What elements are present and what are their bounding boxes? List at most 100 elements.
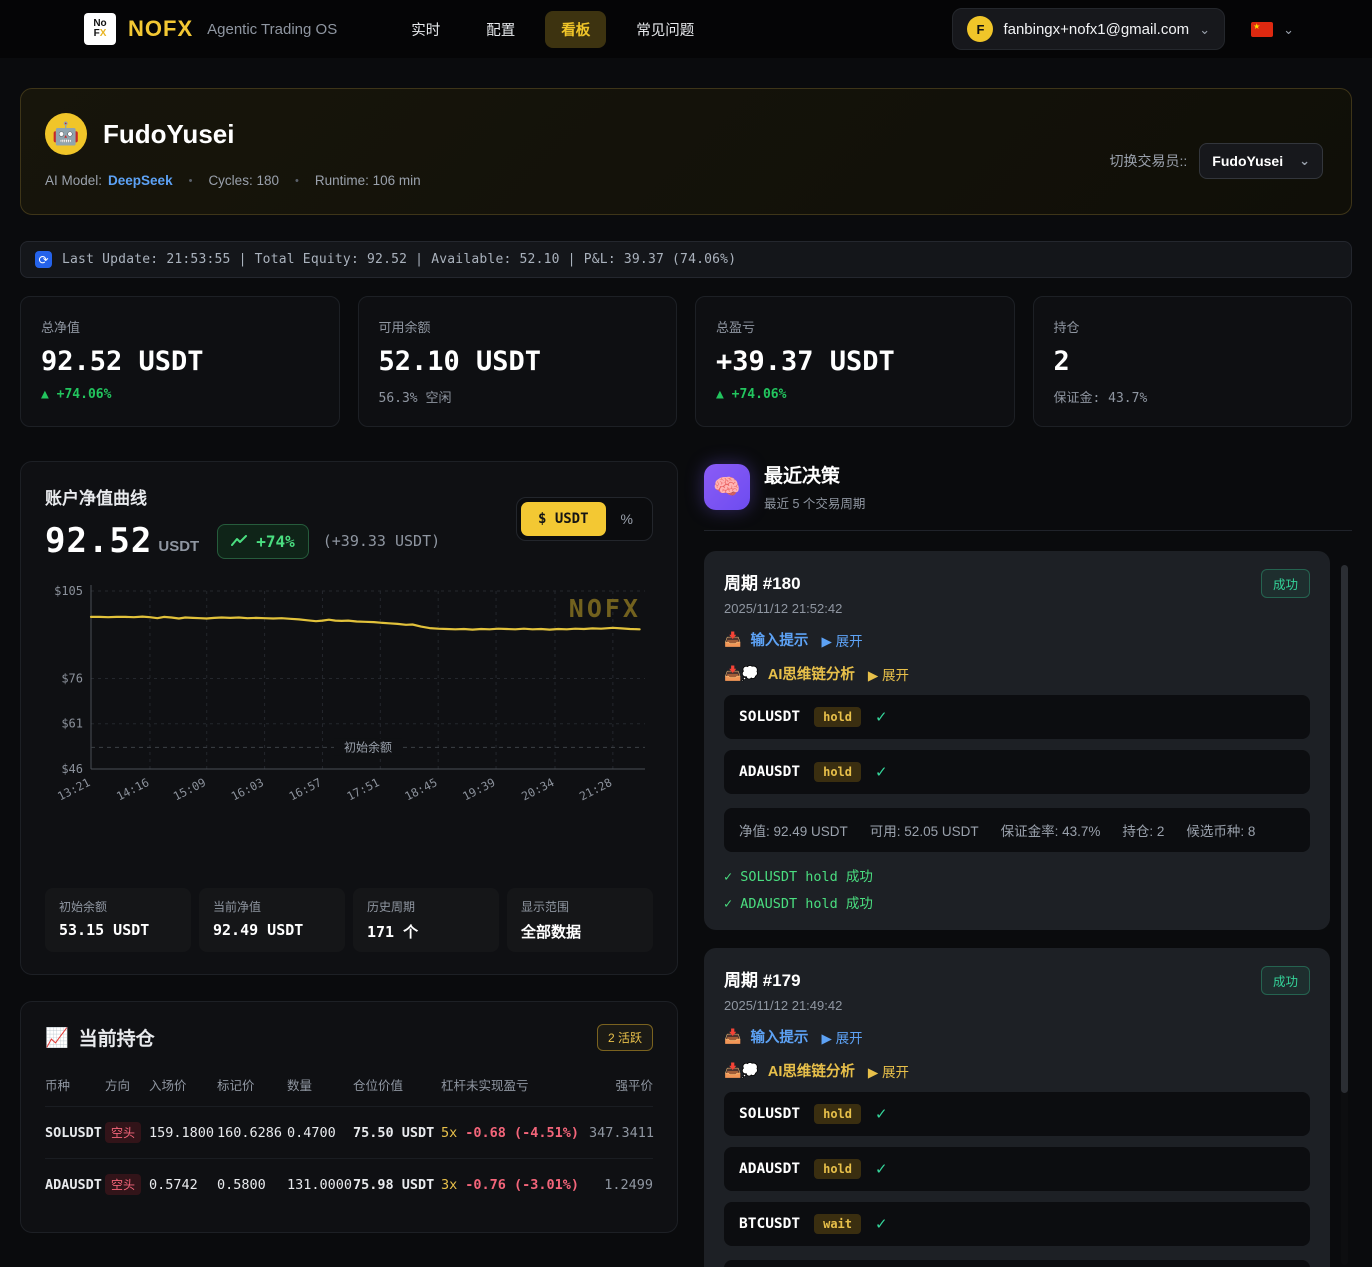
toggle-usdt-button[interactable]: $ USDT <box>520 502 606 536</box>
scrollbar[interactable] <box>1341 565 1348 1265</box>
decision-row: ADAUSDT hold ✓ <box>724 750 1310 794</box>
nav-item-dashboard[interactable]: 看板 <box>545 10 607 48</box>
chevron-down-icon: ⌄ <box>1299 153 1310 168</box>
info-label: 历史周期 <box>367 900 416 914</box>
equity-change-pct: +74% <box>256 531 295 551</box>
col-value: 仓位价值 <box>353 1079 404 1093</box>
cell-symbol: ADAUSDT <box>45 1176 102 1193</box>
toggle-percent-button[interactable]: % <box>620 511 633 527</box>
stat-sub: ▲ +74.06% <box>41 387 112 402</box>
cell-leverage: 3x <box>441 1176 458 1193</box>
success-badge: 成功 <box>1260 966 1310 995</box>
user-menu[interactable]: F fanbingx+nofx1@gmail.com ⌄ <box>952 8 1226 50</box>
info-value: 92.49 USDT <box>213 921 304 939</box>
svg-text:20:34: 20:34 <box>519 775 556 803</box>
cell-entry: 159.1800 <box>149 1124 215 1141</box>
brain-icon: 🧠 <box>704 463 750 510</box>
equity-change-badge: +74% <box>217 523 309 559</box>
svg-text:$61: $61 <box>61 717 83 731</box>
cycle-timestamp: 2025/11/12 21:52:42 <box>724 601 843 616</box>
svg-text:19:39: 19:39 <box>460 775 497 803</box>
stat-label: 可用余额 <box>378 320 431 335</box>
nofx-logo-icon: No FX <box>84 13 116 45</box>
cell-leverage: 5x <box>441 1124 458 1141</box>
equity-chart-card: 账户净值曲线 92.52 USDT +74% (+39.33 USDT) $ U… <box>20 461 678 975</box>
expand-link[interactable]: ▶ 展开 <box>867 1064 910 1080</box>
table-row[interactable]: ADAUSDT 空头 0.5742 0.5800 131.0000 75.98 … <box>45 1158 653 1210</box>
input-prompt-label: 输入提示 <box>750 633 809 649</box>
info-value: 全部数据 <box>521 924 582 941</box>
cycle-timestamp: 2025/11/12 21:49:42 <box>724 998 843 1013</box>
cot-analysis-expander[interactable]: 📥💭 AI思维链分析 ▶ 展开 <box>724 663 1310 684</box>
info-value: 53.15 USDT <box>59 921 150 939</box>
trader-select[interactable]: FudoYusei ⌄ <box>1199 142 1323 179</box>
action-badge: hold <box>814 707 862 727</box>
switch-trader-label: 切换交易员:: <box>1109 152 1188 169</box>
cot-analysis-expander[interactable]: 📥💭 AI思维链分析 ▶ 展开 <box>724 1060 1310 1081</box>
expand-link[interactable]: ▶ 展开 <box>867 667 910 683</box>
decision-row: BTCUSDT wait ✓ <box>724 1202 1310 1246</box>
decision-symbol: ADAUSDT <box>739 1161 801 1177</box>
input-prompt-expander[interactable]: 📥 输入提示 ▶ 展开 <box>724 629 1310 650</box>
positions-table-header: 币种 方向 入场价 标记价 数量 仓位价值 杠杆未实现盈亏 强平价 <box>45 1075 653 1106</box>
equity-chart-title: 账户净值曲线 <box>45 489 147 508</box>
stat-available: 可用: 52.05 USDT <box>869 824 979 839</box>
top-nav-bar: No FX NOFX Agentic Trading OS 实时 配置 看板 常… <box>0 0 1372 58</box>
nav-item-faq[interactable]: 常见问题 <box>636 22 695 39</box>
unit-toggle: $ USDT % <box>515 497 653 541</box>
cot-analysis-label: AI思维链分析 <box>767 1064 855 1080</box>
input-prompt-label: 输入提示 <box>750 1030 809 1046</box>
separator-dot: • <box>294 174 299 187</box>
trader-profile-card: 🤖 FudoYusei AI Model: DeepSeek • Cycles:… <box>20 88 1352 215</box>
nav-item-config[interactable]: 配置 <box>486 22 516 39</box>
positions-card: 📈 当前持仓 2 活跃 币种 方向 入场价 标记价 数量 仓位价值 杠杆未实现盈… <box>20 1001 678 1233</box>
stat-sub: 56.3% 空闲 <box>378 391 452 406</box>
stat-positions: 持仓: 2 <box>1122 824 1165 839</box>
info-label: 初始余额 <box>59 900 108 914</box>
stat-sub: ▲ +74.06% <box>716 387 787 402</box>
action-badge: hold <box>814 762 862 782</box>
cycle-id: 周期 #179 <box>724 971 801 990</box>
equity-unit: USDT <box>158 537 200 555</box>
svg-text:18:45: 18:45 <box>402 775 439 803</box>
svg-text:21:28: 21:28 <box>577 775 614 803</box>
brand-subtitle: Agentic Trading OS <box>207 20 338 38</box>
stat-label: 总盈亏 <box>716 320 756 335</box>
divider <box>704 530 1352 531</box>
col-liquidation: 强平价 <box>615 1079 653 1093</box>
cell-qty: 0.4700 <box>287 1124 336 1141</box>
expand-link[interactable]: ▶ 展开 <box>821 1030 863 1046</box>
separator-dot: • <box>188 174 193 187</box>
decision-symbol: SOLUSDT <box>739 1106 801 1122</box>
chevron-down-icon: ⌄ <box>1283 21 1294 37</box>
refresh-icon[interactable]: ⟳ <box>35 251 52 268</box>
col-qty: 数量 <box>287 1079 313 1093</box>
decision-symbol: SOLUSDT <box>739 709 801 725</box>
cell-qty: 131.0000 <box>287 1176 353 1193</box>
cell-liquidation: 1.2499 <box>604 1176 653 1193</box>
col-leverage-pnl: 杠杆未实现盈亏 <box>441 1079 529 1093</box>
language-selector[interactable]: ★ ⌄ <box>1251 21 1294 37</box>
expand-link[interactable]: ▶ 展开 <box>821 633 863 649</box>
cot-analysis-label: AI思维链分析 <box>767 667 855 683</box>
table-row[interactable]: SOLUSDT 空头 159.1800 160.6286 0.4700 75.5… <box>45 1106 654 1158</box>
status-text: Last Update: 21:53:55 | Total Equity: 92… <box>62 252 737 267</box>
scrollbar-thumb[interactable] <box>1341 565 1348 1093</box>
user-email: fanbingx+nofx1@gmail.com <box>1003 20 1190 38</box>
trader-name: FudoYusei <box>103 118 235 149</box>
chart-info-row: 初始余额 53.15 USDT 当前净值 92.49 USDT 历史周期 171… <box>45 888 653 952</box>
svg-text:17:51: 17:51 <box>344 775 381 803</box>
col-mark: 标记价 <box>217 1079 255 1093</box>
decisions-list: 周期 #180 2025/11/12 21:52:42 成功 📥 输入提示 ▶ … <box>704 551 1352 1267</box>
ai-model-value: DeepSeek <box>108 173 173 188</box>
info-value: 171 个 <box>367 923 419 941</box>
svg-text:15:09: 15:09 <box>171 775 208 803</box>
decision-row: SOLUSDT hold ✓ <box>724 1092 1310 1136</box>
input-prompt-expander[interactable]: 📥 输入提示 ▶ 展开 <box>724 1026 1310 1047</box>
cell-pnl: -0.68 (-4.51%) <box>465 1124 580 1141</box>
recent-decisions-panel: 🧠 最近决策 最近 5 个交易周期 周期 #180 2025/11/12 21:… <box>704 461 1352 1267</box>
svg-text:$46: $46 <box>61 762 83 776</box>
info-label: 当前净值 <box>213 900 262 914</box>
nav-item-realtime[interactable]: 实时 <box>411 22 441 39</box>
info-box-current-equity: 当前净值 92.49 USDT <box>199 888 345 952</box>
